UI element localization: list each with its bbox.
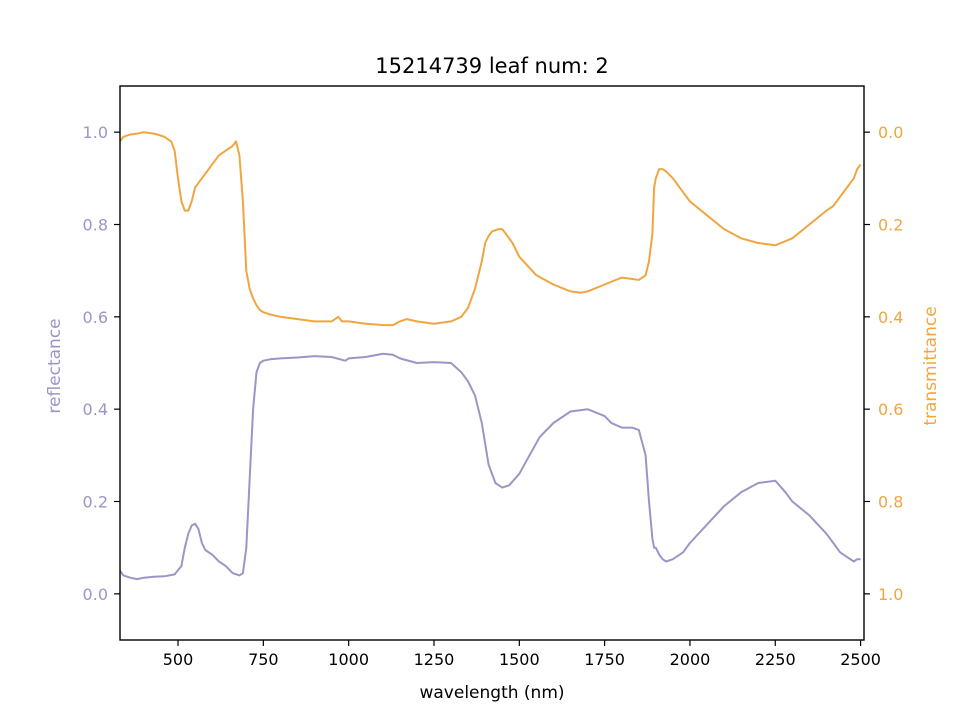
x-tick-label: 2250 <box>755 650 796 669</box>
right-y-tick-label: 0.4 <box>878 308 903 327</box>
plot-area <box>119 131 862 581</box>
left-y-tick-label: 0.0 <box>83 585 108 604</box>
reflectance-line <box>119 352 861 581</box>
x-tick-label: 500 <box>163 650 194 669</box>
x-tick-label: 2000 <box>670 650 711 669</box>
right-y-axis: 0.0 0.2 0.4 0.6 0.8 1.0 <box>864 123 903 604</box>
left-y-tick-label: 1.0 <box>83 123 108 142</box>
plot-frame <box>119 85 865 641</box>
x-tick-label: 1500 <box>499 650 540 669</box>
right-y-tick-label: 0.8 <box>878 493 903 512</box>
left-y-axis: 0.0 0.2 0.4 0.6 0.8 1.0 <box>83 123 120 604</box>
x-tick-label: 1000 <box>328 650 369 669</box>
left-y-tick-label: 0.4 <box>83 400 108 419</box>
left-y-tick-label: 0.2 <box>83 493 108 512</box>
right-y-axis-label: transmittance <box>921 306 941 425</box>
left-y-axis-label: reflectance <box>45 318 65 413</box>
x-axis: 500 750 1000 1250 1500 1750 2000 2250 2500 <box>163 640 881 669</box>
right-y-tick-label: 0.2 <box>878 216 903 235</box>
left-y-tick-label: 0.6 <box>83 308 108 327</box>
chart-title: 15214739 leaf num: 2 <box>375 54 608 78</box>
x-tick-label: 2500 <box>840 650 881 669</box>
x-tick-label: 1750 <box>584 650 625 669</box>
x-tick-label: 1250 <box>414 650 455 669</box>
transmittance-line <box>119 131 862 327</box>
right-y-tick-label: 1.0 <box>878 585 903 604</box>
left-y-tick-label: 0.8 <box>83 216 108 235</box>
right-y-tick-label: 0.6 <box>878 400 903 419</box>
right-y-tick-label: 0.0 <box>878 123 903 142</box>
x-axis-label: wavelength (nm) <box>419 683 564 703</box>
x-tick-label: 750 <box>248 650 279 669</box>
